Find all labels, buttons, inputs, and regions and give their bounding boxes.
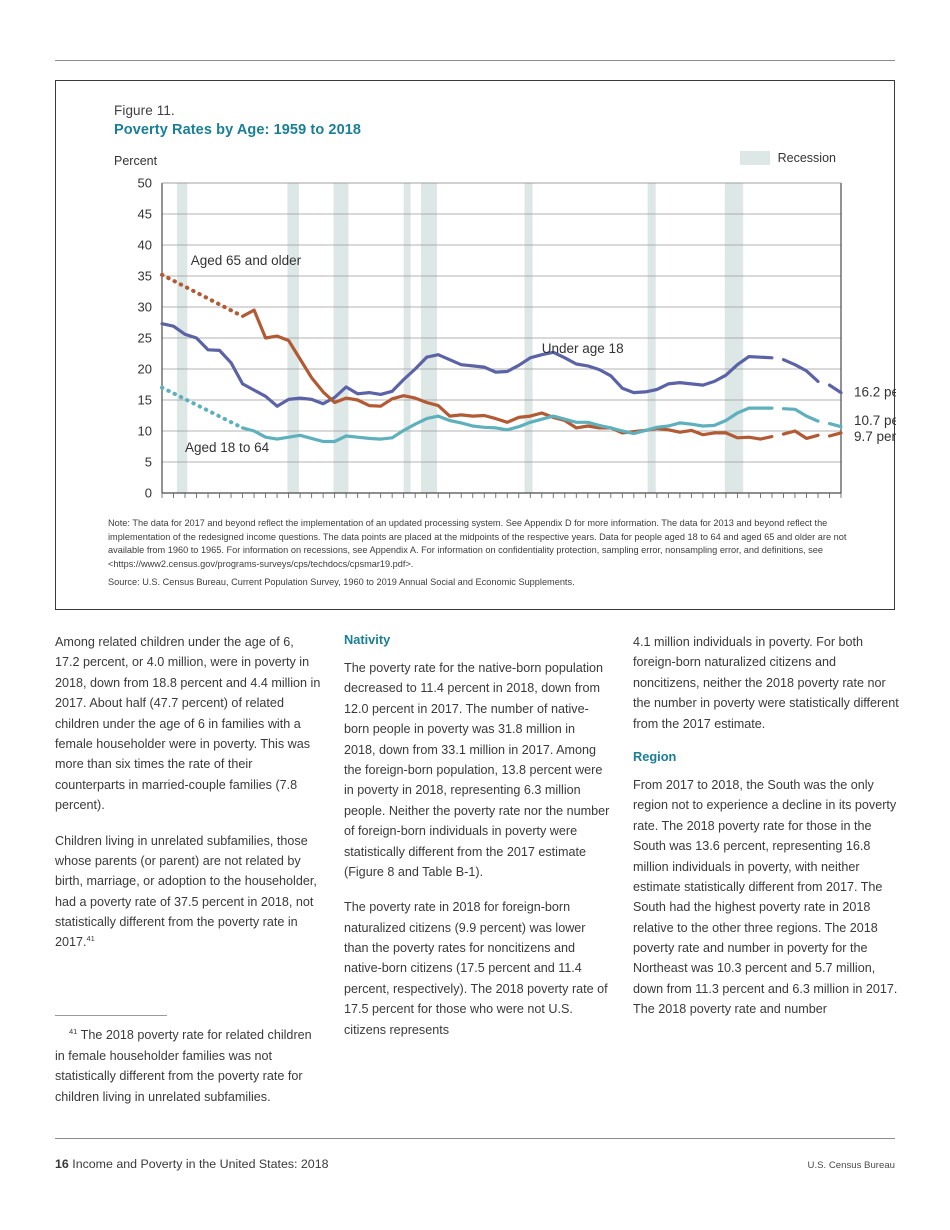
footer-left: 16 Income and Poverty in the United Stat… <box>55 1157 328 1171</box>
series-line <box>241 308 774 441</box>
paragraph: From 2017 to 2018, the South was the onl… <box>633 777 898 1017</box>
paragraph: 4.1 million individuals in poverty. For … <box>633 635 899 731</box>
y-tick-label: 40 <box>138 238 152 253</box>
figure-number: Figure 11. <box>114 103 175 118</box>
chart-annotation: Under age 18 <box>542 341 624 356</box>
column-middle: Nativity The poverty rate for the native… <box>344 632 610 1112</box>
recession-swatch-icon <box>739 151 770 165</box>
paragraph-text: Children living in unrelated subfamilies… <box>55 833 317 950</box>
series-end-label: 10.7 percent <box>854 413 896 428</box>
series-line <box>241 406 774 444</box>
chart-area: 0 5 10 15 20 25 30 35 40 45 50 19591965197019751980… <box>56 171 896 501</box>
series-line <box>827 383 843 395</box>
figure-title: Poverty Rates by Age: 1959 to 2018 <box>114 122 362 138</box>
chart-annotation: Aged 65 and older <box>191 253 302 268</box>
legend-label-recession: Recession <box>777 151 836 165</box>
footnote-marker: 41 <box>86 934 95 944</box>
paragraph: The poverty rate for the native-born pop… <box>344 661 610 879</box>
footnote-block: 41 The 2018 poverty rate for related chi… <box>55 1015 321 1122</box>
figure-container: Figure 11. Poverty Rates by Age: 1959 to… <box>55 80 896 610</box>
section-heading-nativity: Nativity <box>344 632 391 647</box>
paragraph: Among related children under the age of … <box>55 635 321 813</box>
footnote-body: The 2018 poverty rate for related childr… <box>55 1028 312 1104</box>
x-ticks: 1959196519701975198019851990199520002005… <box>161 493 842 498</box>
series-line <box>827 431 843 438</box>
chart-annotation: Aged 18 to 64 <box>185 440 270 455</box>
page-number: 16 <box>55 1157 69 1171</box>
y-tick-label: 45 <box>138 207 152 222</box>
y-tick-label: 50 <box>138 176 152 191</box>
series-aged-18-to-64 <box>160 385 843 444</box>
column-right: 4.1 million individuals in poverty. For … <box>633 632 899 1112</box>
footnote-text: 41 The 2018 poverty rate for related chi… <box>55 1025 321 1107</box>
y-tick-label: 5 <box>145 455 152 470</box>
series-line <box>781 358 820 383</box>
figure-source-text: Source: U.S. Census Bureau, Current Popu… <box>108 577 575 588</box>
y-tick-label: 25 <box>138 331 152 346</box>
footnote-divider <box>55 1015 167 1017</box>
figure-note-text: Note: The data for 2017 and beyond refle… <box>108 518 847 569</box>
bottom-divider <box>55 1138 895 1139</box>
series-line <box>781 407 820 423</box>
series-line <box>160 322 774 408</box>
y-tick-label: 35 <box>138 269 152 284</box>
paragraph-with-footnote: Children living in unrelated subfamilies… <box>55 831 321 953</box>
y-tick-label: 10 <box>138 424 152 439</box>
y-tick-label: 20 <box>138 362 152 377</box>
series-line <box>160 272 245 319</box>
series-end-label: 16.2 percent <box>854 385 896 400</box>
series-line <box>160 385 245 430</box>
paragraph: The poverty rate in 2018 for foreign-bor… <box>344 900 608 1037</box>
top-divider <box>55 60 895 61</box>
y-tick-label: 15 <box>138 393 152 408</box>
column-left: Among related children under the age of … <box>55 632 321 1112</box>
series-end-label: 9.7 percent <box>854 429 896 444</box>
footnote-number: 41 <box>69 1027 78 1037</box>
series-line <box>827 422 843 429</box>
body-columns: Among related children under the age of … <box>55 632 900 1112</box>
series-under-age-18 <box>160 322 843 408</box>
section-heading-region: Region <box>633 748 677 764</box>
series-line <box>781 429 820 440</box>
y-tick-label: 0 <box>145 486 152 501</box>
footer-agency: U.S. Census Bureau <box>807 1160 895 1171</box>
y-tick-label: 30 <box>138 300 152 315</box>
chart-legend: Recession <box>739 151 836 165</box>
y-axis-title: Percent <box>114 154 158 168</box>
poverty-rates-line-chart: 0 5 10 15 20 25 30 35 40 45 50 19591965197019751980… <box>138 176 896 501</box>
figure-notes: Note: The data for 2017 and beyond refle… <box>108 517 853 595</box>
document-title: Income and Poverty in the United States:… <box>72 1157 329 1171</box>
series-aged-65-and-older <box>160 272 843 441</box>
